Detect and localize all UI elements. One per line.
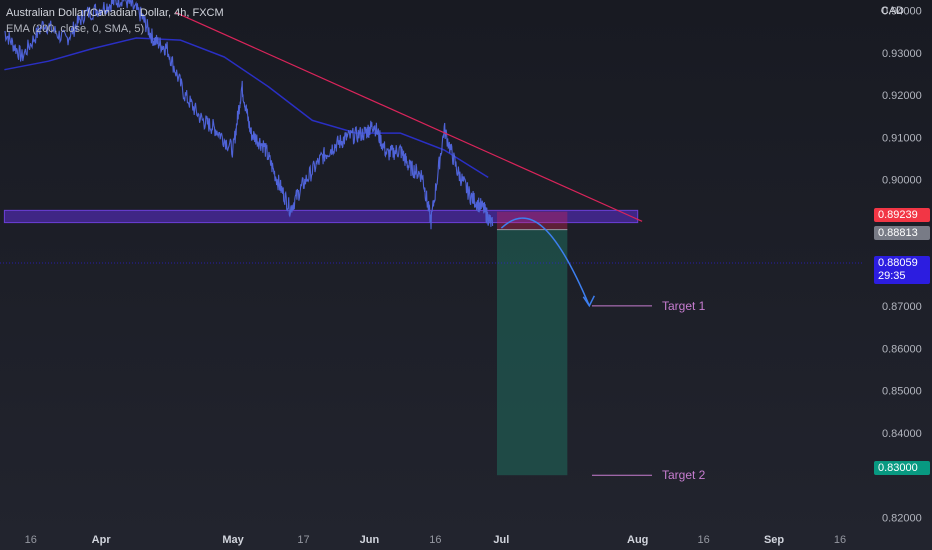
ema-price-value: 0.88059 — [878, 257, 918, 269]
price-tick-label: 0.82000 — [882, 512, 922, 524]
time-tick-label: Aug — [627, 534, 648, 546]
support-zone — [3, 209, 639, 224]
time-tick-label: 17 — [297, 534, 309, 546]
entry-price-tag: 0.89239 — [874, 208, 930, 222]
price-tick-label: 0.91000 — [882, 132, 922, 144]
currency-label: CAD — [880, 5, 904, 17]
indicator-label[interactable]: EMA (200, close, 0, SMA, 5) — [6, 23, 145, 35]
price-tick-label: 0.84000 — [882, 428, 922, 440]
target-label: Target 1 — [662, 299, 706, 313]
price-tick-label: 0.93000 — [882, 48, 922, 60]
time-tick-label: 16 — [25, 534, 37, 546]
time-tick-label: 16 — [834, 534, 846, 546]
price-tick-label: 0.86000 — [882, 343, 922, 355]
price-tick-label: 0.87000 — [882, 301, 922, 313]
resistance-trendline — [175, 12, 643, 222]
time-tick-label: 16 — [429, 534, 441, 546]
take-profit-zone — [496, 229, 568, 476]
target-price-tag: 0.83000 — [874, 461, 930, 475]
ema-line — [4, 37, 489, 179]
projection-arrowhead — [582, 295, 595, 308]
projection-arrow — [500, 217, 591, 307]
price-tick-label: 0.92000 — [882, 90, 922, 102]
time-tick-label: Jul — [493, 534, 509, 546]
price-line — [4, 0, 494, 230]
time-tick-label: 16 — [698, 534, 710, 546]
bar-countdown: 29:35 — [878, 270, 906, 282]
time-tick-label: Jun — [360, 534, 380, 546]
last-price-tag: 0.88813 — [874, 226, 930, 240]
time-tick-label: Sep — [764, 534, 784, 546]
price-tick-label: 0.85000 — [882, 386, 922, 398]
ema-price-tag: 0.88059 29:35 — [874, 256, 930, 284]
price-tick-label: 0.94000 — [882, 6, 922, 18]
time-tick-label: May — [222, 534, 244, 546]
price-tick-label: 0.90000 — [882, 175, 922, 187]
symbol-title[interactable]: Australian Dollar/Canadian Dollar, 4h, F… — [6, 7, 224, 19]
chart-legend: Australian Dollar/Canadian Dollar, 4h, F… — [6, 5, 224, 37]
target-label: Target 2 — [662, 468, 706, 482]
time-tick-label: Apr — [92, 534, 112, 546]
